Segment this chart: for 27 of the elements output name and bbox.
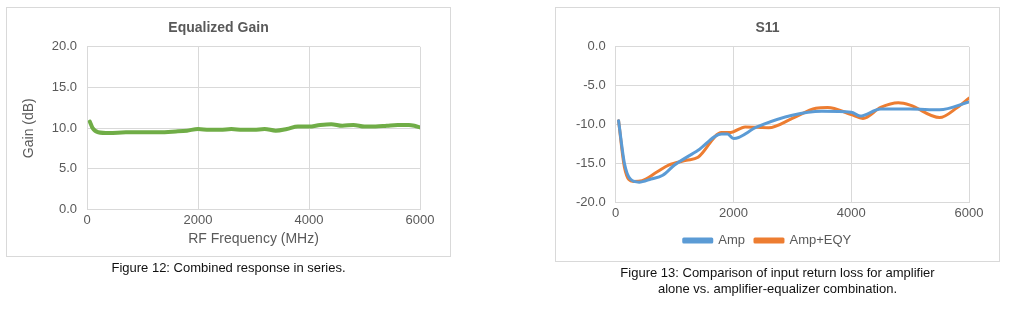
y-tick-label: 5.0 — [59, 160, 78, 176]
x-tick-label: 2000 — [718, 204, 748, 220]
y-tick-label: -15.0 — [575, 155, 606, 171]
x-tick-label: 4000 — [836, 204, 866, 220]
line-series — [87, 119, 420, 136]
x-tick-label: 6000 — [954, 204, 984, 220]
legend-label: Amp+EQY — [789, 232, 852, 248]
x-tick-label: 0 — [612, 204, 620, 220]
caption: Figure 13: Comparison of input return loss for amplifier alone vs. amplifier-equalizer combination. — [619, 265, 936, 297]
legend-label: Amp — [718, 232, 745, 248]
x-tick-label: 6000 — [405, 211, 435, 227]
y-axis-title: Gain (dB) — [20, 98, 37, 159]
y-tick-label: -10.0 — [575, 116, 606, 132]
y-tick-label: 20.0 — [51, 38, 78, 54]
x-axis-title: RF Frequency (MHz) — [188, 230, 319, 247]
x-tick-label: 4000 — [294, 211, 324, 227]
caption: Figure 12: Combined response in series. — [110, 260, 347, 276]
y-tick-label: -20.0 — [575, 193, 606, 209]
y-tick-label: -5.0 — [583, 77, 606, 93]
x-tick-label: 2000 — [183, 211, 213, 227]
y-tick-label: 0.0 — [587, 38, 606, 54]
y-tick-label: 0.0 — [59, 201, 78, 217]
chart-title: Equalized Gain — [168, 19, 269, 36]
x-tick-label: 0 — [83, 211, 91, 227]
y-tick-label: 15.0 — [51, 79, 78, 95]
chart-title: S11 — [755, 19, 780, 36]
y-tick-label: 10.0 — [51, 119, 78, 135]
